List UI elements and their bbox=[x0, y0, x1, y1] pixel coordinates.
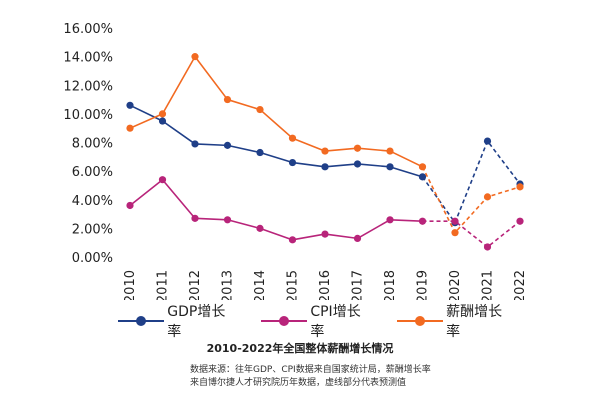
data-point bbox=[353, 144, 362, 152]
y-tick-label: 2.00% bbox=[72, 222, 113, 237]
data-point bbox=[483, 193, 492, 201]
data-point bbox=[256, 105, 264, 114]
data-point bbox=[223, 95, 232, 104]
series-forecast-line-2 bbox=[421, 166, 521, 235]
data-point bbox=[158, 117, 167, 125]
legend: GDP增长率 CPI增长率 薪酬增长率 bbox=[118, 304, 538, 340]
legend-swatch-cpi bbox=[261, 314, 308, 328]
x-tick-label: 2019 bbox=[416, 270, 431, 300]
data-point bbox=[321, 230, 329, 238]
data-point bbox=[158, 176, 167, 184]
data-point bbox=[223, 216, 232, 224]
data-point bbox=[483, 243, 492, 251]
data-point bbox=[451, 229, 459, 237]
data-point bbox=[353, 160, 362, 168]
series-line-0 bbox=[129, 104, 423, 178]
series-forecast-line-1 bbox=[422, 220, 521, 249]
data-point bbox=[288, 236, 297, 244]
data-point bbox=[191, 214, 199, 222]
x-tick-label: 2013 bbox=[221, 270, 236, 300]
y-tick-label: 0.00% bbox=[72, 251, 113, 266]
legend-swatch-salary bbox=[396, 314, 443, 328]
x-tick-label: 2014 bbox=[253, 270, 268, 300]
data-point bbox=[321, 163, 329, 171]
data-point bbox=[451, 217, 459, 225]
data-point bbox=[418, 173, 427, 181]
series-line-2 bbox=[129, 55, 423, 168]
y-tick-label: 12.00% bbox=[63, 79, 113, 94]
legend-label-salary: 薪酬增长率 bbox=[446, 304, 503, 340]
source-note-line-1: 数据来源：往年GDP、CPI数据来自国家统计局，薪酬增长率 bbox=[190, 365, 431, 375]
data-point bbox=[223, 141, 232, 149]
legend-item-gdp: GDP增长率 bbox=[118, 301, 235, 341]
data-point bbox=[418, 163, 427, 171]
x-tick-label: 2012 bbox=[188, 270, 203, 300]
y-tick-label: 10.00% bbox=[63, 108, 113, 123]
x-tick-label: 2010 bbox=[123, 270, 138, 300]
y-tick-label: 16.00% bbox=[63, 22, 113, 37]
data-point bbox=[386, 163, 394, 171]
x-tick-label: 2021 bbox=[481, 270, 496, 300]
series-forecast-line-0 bbox=[421, 139, 521, 225]
x-tick-label: 2017 bbox=[351, 270, 366, 300]
data-point bbox=[158, 110, 167, 118]
legend-item-cpi: CPI增长率 bbox=[261, 301, 371, 341]
data-point bbox=[516, 183, 524, 191]
data-point bbox=[126, 201, 134, 210]
chart-title: 2010-2022年全国整体薪酬增长情况 bbox=[206, 342, 394, 355]
x-tick-label: 2011 bbox=[156, 270, 171, 300]
data-point bbox=[516, 217, 524, 225]
source-note-line-2: 来自博尔捷人才研究院历年数据，虚线部分代表预测值 bbox=[190, 378, 407, 388]
y-tick-label: 6.00% bbox=[72, 165, 113, 180]
data-point bbox=[288, 134, 297, 142]
source-note: 数据来源：往年GDP、CPI数据来自国家统计局，薪酬增长率 来自博尔捷人才研究院… bbox=[190, 364, 431, 390]
y-tick-label: 14.00% bbox=[63, 51, 113, 66]
data-point bbox=[191, 140, 199, 148]
data-point bbox=[353, 234, 362, 242]
legend-label-cpi: CPI增长率 bbox=[310, 304, 361, 340]
data-point bbox=[256, 224, 264, 232]
data-point bbox=[126, 101, 134, 109]
x-tick-label: 2018 bbox=[383, 270, 398, 300]
x-tick-label: 2016 bbox=[318, 270, 333, 300]
data-point bbox=[483, 137, 492, 145]
data-point bbox=[386, 216, 394, 224]
data-point bbox=[126, 124, 134, 132]
legend-label-gdp: GDP增长率 bbox=[167, 304, 226, 340]
data-point bbox=[321, 147, 329, 155]
y-tick-label: 8.00% bbox=[72, 137, 113, 152]
series-line-1 bbox=[129, 178, 423, 241]
line-chart: 0.00% 2.00% 4.00% 6.00% 8.00% 10.00% 12.00% 14.… bbox=[63, 22, 528, 300]
data-point bbox=[288, 158, 297, 167]
data-point bbox=[256, 148, 264, 157]
x-tick-label: 2015 bbox=[286, 270, 301, 300]
legend-item-salary: 薪酬增长率 bbox=[396, 301, 512, 341]
x-tick-label: 2020 bbox=[448, 270, 463, 300]
data-point bbox=[191, 53, 199, 61]
data-point bbox=[418, 217, 427, 225]
legend-swatch-gdp bbox=[118, 314, 164, 328]
data-point bbox=[386, 147, 394, 155]
y-tick-label: 4.00% bbox=[72, 194, 113, 209]
x-tick-label: 2022 bbox=[513, 270, 528, 300]
